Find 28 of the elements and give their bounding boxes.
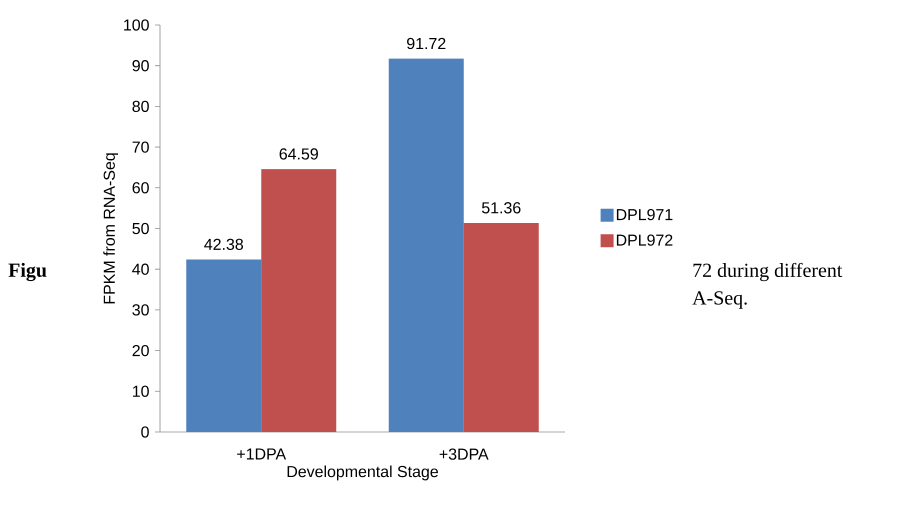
text: Figu — [8, 262, 46, 282]
legend-label: DPL971 — [616, 208, 672, 220]
y-tick-label: 20 — [132, 344, 149, 356]
data-label: 51.36 — [482, 202, 520, 214]
data-label: 91.72 — [407, 38, 446, 50]
bar — [388, 58, 464, 432]
text: 72 during different — [694, 262, 842, 282]
x-tick-label: +1DPA — [237, 448, 286, 460]
data-label: 64.59 — [280, 148, 318, 160]
y-tick-label: 40 — [132, 264, 149, 275]
y-tick-label: 70 — [132, 141, 149, 153]
y-tick-label: 50 — [132, 222, 149, 234]
y-tick-label: 90 — [132, 60, 149, 72]
y-tick-label: 10 — [132, 386, 149, 397]
y-tick-label: 60 — [132, 182, 149, 194]
x-axis-title: Developmental Stage — [288, 466, 438, 480]
y-tick-label: 100 — [124, 19, 149, 31]
y-axis-title: FPKM from RNA-Seq — [103, 153, 118, 304]
y-tick-label: 0 — [141, 426, 149, 438]
bar — [186, 259, 262, 432]
data-label: 42.38 — [204, 238, 244, 250]
y-tick-label: 30 — [132, 304, 149, 316]
x-tick-label: +3DPA — [440, 448, 489, 460]
bar — [464, 222, 539, 432]
legend-label: DPL972 — [616, 234, 672, 246]
bar — [261, 169, 336, 432]
y-tick-label: 80 — [132, 100, 149, 112]
text: A-Seq. — [692, 291, 747, 309]
